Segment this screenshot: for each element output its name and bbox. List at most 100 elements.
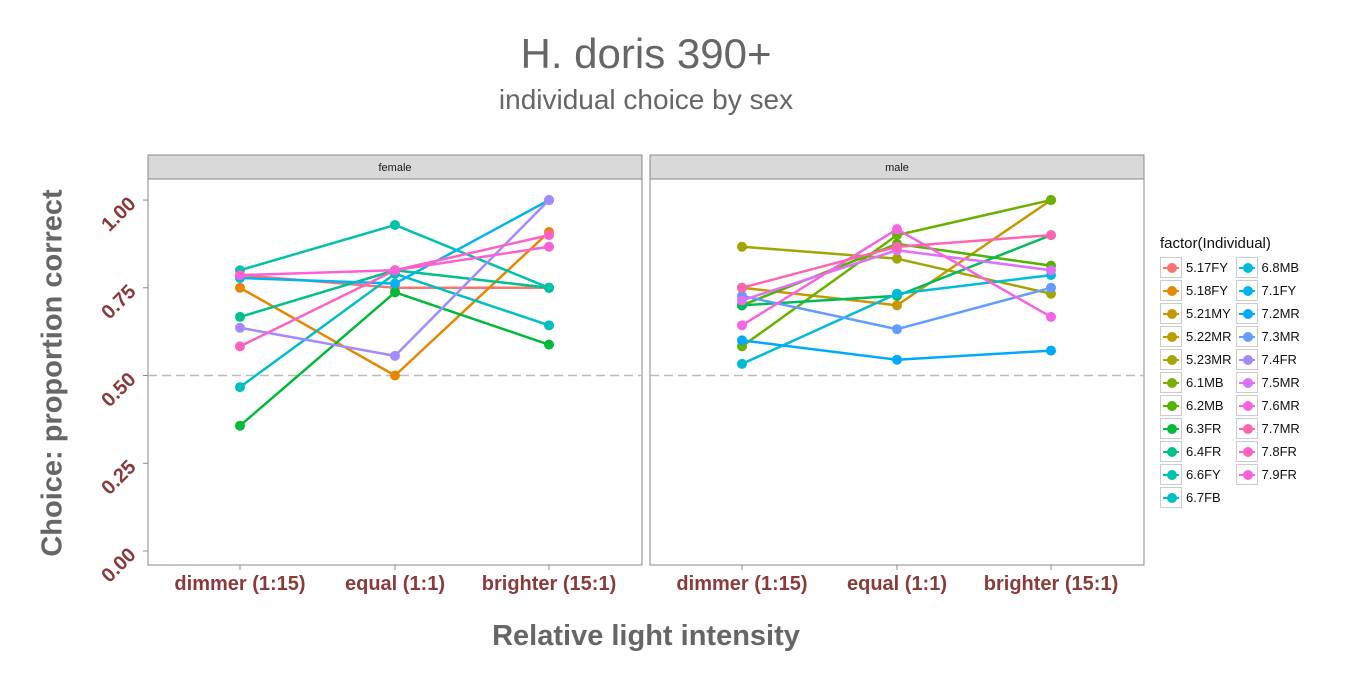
legend-key-dot <box>1242 447 1253 457</box>
legend-label: 6.3FR <box>1186 421 1222 436</box>
legend-label: 7.2MR <box>1261 306 1300 321</box>
legend-item: 5.18FY <box>1160 279 1232 302</box>
x-tick-label: brighter (15:1) <box>984 573 1118 595</box>
legend-key <box>1235 395 1258 416</box>
legend-key-dot <box>1167 401 1177 411</box>
data-point-7.2MR <box>737 335 747 346</box>
y-tick-label: 0.50 <box>97 368 140 411</box>
legend-label: 7.9FR <box>1261 467 1297 482</box>
legend-key <box>1235 257 1258 278</box>
data-point-5.18FY <box>390 370 400 381</box>
legend-key <box>1160 441 1182 462</box>
data-point-7.4FR <box>235 322 245 333</box>
data-point-7.6MR <box>892 224 902 235</box>
legend-label: 6.1MB <box>1186 375 1224 390</box>
legend-column: 6.8MB 7.1FY 7.2MR 7.3MR 7.4FR 7.5MR 7.6MR 7.7MR… <box>1235 256 1300 509</box>
legend-label: 6.4FR <box>1186 444 1222 459</box>
x-tick-label: dimmer (1:15) <box>676 573 807 595</box>
legend-key-dot <box>1167 424 1177 434</box>
data-point-7.5MR <box>1046 265 1056 276</box>
facet-label-male: male <box>885 162 909 174</box>
legend-item: 7.5MR <box>1235 371 1300 394</box>
legend-key-dot <box>1167 263 1177 273</box>
legend-label: 7.3MR <box>1261 329 1300 344</box>
legend-key-dot <box>1242 424 1253 434</box>
data-point-7.9FR <box>390 265 400 276</box>
data-point-6.3FR <box>544 339 554 350</box>
x-axis-title: Relative light intensity <box>492 620 800 652</box>
legend-item: 6.8MB <box>1235 256 1300 279</box>
legend-key <box>1235 326 1258 347</box>
legend-key <box>1235 372 1258 393</box>
legend-key <box>1235 349 1258 370</box>
legend-label: 7.6MR <box>1261 398 1300 413</box>
data-point-7.8FR <box>544 230 554 241</box>
legend-label: 5.21MY <box>1186 306 1231 321</box>
legend-key-dot <box>1167 332 1177 342</box>
data-point-7.7MR <box>892 241 902 252</box>
legend-label: 6.2MB <box>1186 398 1224 413</box>
legend-label: 6.7FB <box>1186 490 1221 505</box>
legend-key-dot <box>1242 401 1253 411</box>
legend-key-dot <box>1167 447 1177 457</box>
x-tick-label: equal (1:1) <box>847 573 947 595</box>
legend-item: 7.8FR <box>1235 440 1300 463</box>
legend-item: 7.4FR <box>1235 348 1300 371</box>
legend-key <box>1160 418 1182 439</box>
legend-item: 5.21MY <box>1160 302 1232 325</box>
data-point-7.4FR <box>390 350 400 361</box>
x-tick-label: equal (1:1) <box>345 573 445 595</box>
legend-item: 5.17FY <box>1160 256 1232 279</box>
y-tick-label: 0.75 <box>97 281 140 324</box>
legend-item: 6.7FB <box>1160 486 1232 509</box>
data-point-7.2MR <box>892 354 902 365</box>
data-point-7.6MR <box>737 320 747 331</box>
legend-key <box>1235 280 1258 301</box>
legend-item: 6.3FR <box>1160 417 1232 440</box>
data-point-6.7FB <box>235 382 245 393</box>
legend-label: 7.4FR <box>1261 352 1297 367</box>
facet-strip-male <box>649 154 1145 180</box>
legend-item: 7.3MR <box>1235 325 1300 348</box>
data-point-5.23MR <box>1046 195 1056 206</box>
data-point-7.9FR <box>544 241 554 252</box>
legend-item: 6.2MB <box>1160 394 1232 417</box>
data-point-6.8MB <box>892 288 902 299</box>
legend-item: 7.1FY <box>1235 279 1300 302</box>
y-axis-title: Choice: proportion correct <box>36 189 69 557</box>
legend-item: 6.4FR <box>1160 440 1232 463</box>
legend-label: 7.1FY <box>1261 283 1297 298</box>
data-point-5.21MY <box>892 300 902 311</box>
legend-key <box>1235 303 1258 324</box>
chart-title: H. doris 390+ <box>520 30 772 77</box>
y-tick-label: 1.00 <box>97 193 140 236</box>
data-point-7.6MR <box>1046 311 1056 322</box>
y-tick-label: 0.00 <box>97 544 140 587</box>
legend-item: 5.23MR <box>1160 348 1232 371</box>
x-tick-label: dimmer (1:15) <box>174 573 305 595</box>
legend-columns: 5.17FY 5.18FY 5.21MY 5.22MR 5.23MR 6.1MB 6.2MB… <box>1160 256 1300 509</box>
legend-item: 6.1MB <box>1160 371 1232 394</box>
legend-item: 5.22MR <box>1160 325 1232 348</box>
legend-item: 7.6MR <box>1235 394 1300 417</box>
legend-key-dot <box>1242 286 1253 296</box>
legend-key <box>1160 326 1182 347</box>
legend-key <box>1160 487 1182 508</box>
legend-key <box>1235 418 1258 439</box>
data-point-5.22MR <box>892 253 902 264</box>
legend-title: factor(Individual) <box>1160 235 1271 252</box>
legend-key <box>1160 372 1182 393</box>
legend-key-dot <box>1242 355 1253 365</box>
data-point-6.3FR <box>235 420 245 431</box>
legend-key <box>1160 349 1182 370</box>
legend-key <box>1160 303 1182 324</box>
legend-item: 7.2MR <box>1235 302 1300 325</box>
legend-key-dot <box>1242 332 1253 342</box>
legend-key <box>1160 280 1182 301</box>
legend-key-dot <box>1242 309 1253 319</box>
data-point-6.6FY <box>544 282 554 293</box>
data-point-7.9FR <box>235 270 245 281</box>
legend-key <box>1160 464 1182 485</box>
